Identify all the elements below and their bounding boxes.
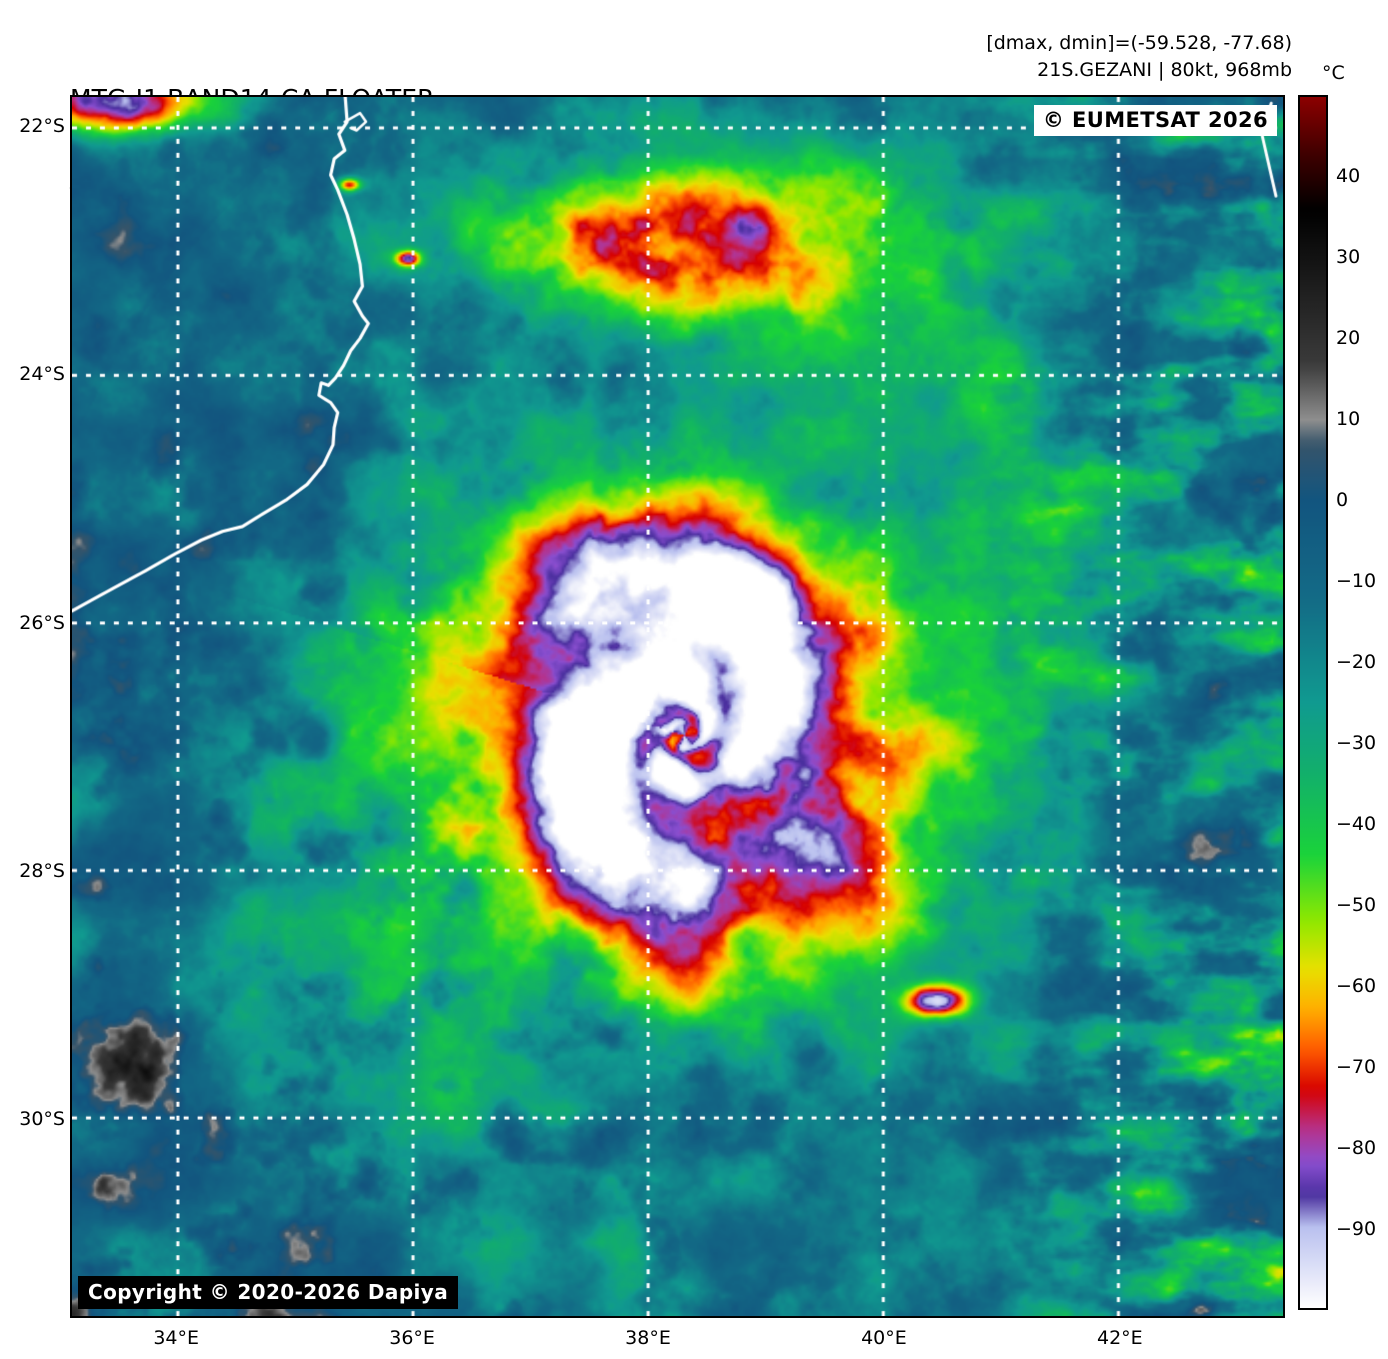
colorbar-gradient — [1300, 97, 1326, 1308]
y-axis-tick-label: 28°S — [19, 860, 65, 882]
colorbar-tick-label: −50 — [1336, 894, 1377, 916]
colorbar-tick-label: 30 — [1336, 246, 1361, 268]
colorbar-tick-label: −70 — [1336, 1056, 1377, 1078]
colorbar-unit-label: °C — [1322, 62, 1345, 84]
satellite-image-plot[interactable]: © EUMETSAT 2026 Copyright © 2020-2026 Da… — [70, 95, 1285, 1318]
x-axis-tick-label: 38°E — [625, 1327, 671, 1349]
y-axis-tick-label: 22°S — [19, 115, 65, 138]
colorbar-tick-label: 40 — [1336, 165, 1361, 187]
copyright-watermark: Copyright © 2020-2026 Dapiya — [78, 1276, 459, 1309]
colorbar-tick-label: 10 — [1336, 408, 1361, 430]
storm-info-label: 21S.GEZANI | 80kt, 968mb — [1037, 58, 1292, 81]
x-axis-tick-label: 34°E — [153, 1327, 199, 1349]
colorbar-tick-label: −20 — [1336, 651, 1377, 673]
x-axis-tick-label: 36°E — [389, 1327, 435, 1349]
colorbar-tick-label: −40 — [1336, 813, 1377, 835]
colorbar-tick-label: 20 — [1336, 327, 1361, 349]
colorbar-tick-label: 0 — [1336, 489, 1349, 511]
x-axis-tick-label: 40°E — [861, 1327, 907, 1349]
y-axis-tick-label: 24°S — [19, 363, 65, 386]
colorbar-tick-label: −30 — [1336, 732, 1377, 754]
gridlines-coastline-overlay — [72, 97, 1283, 1316]
y-axis-tick-label: 30°S — [19, 1108, 65, 1131]
colorbar-tick-label: −10 — [1336, 570, 1377, 592]
colorbar[interactable] — [1298, 95, 1328, 1310]
eumetsat-watermark: © EUMETSAT 2026 — [1033, 105, 1277, 136]
colorbar-tick-label: −80 — [1336, 1137, 1377, 1159]
colorbar-tick-label: −60 — [1336, 975, 1377, 997]
metadata-block: [dmax, dmin]=(-59.528, -77.68) 21S.GEZAN… — [986, 30, 1292, 84]
dmax-dmin-label: [dmax, dmin]=(-59.528, -77.68) — [986, 32, 1292, 54]
colorbar-tick-label: −90 — [1336, 1218, 1377, 1240]
x-axis-tick-label: 42°E — [1097, 1327, 1143, 1349]
y-axis-tick-label: 26°S — [19, 611, 65, 634]
